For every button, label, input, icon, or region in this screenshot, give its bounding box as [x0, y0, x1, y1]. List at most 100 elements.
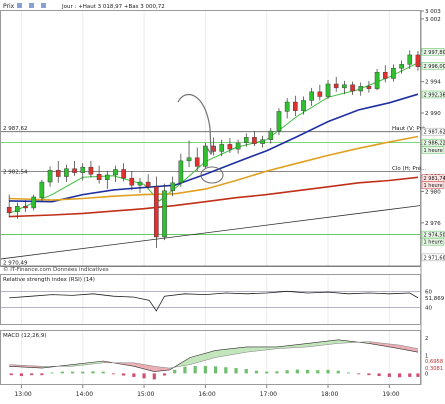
price-tag-label: 2 986,22: [424, 141, 445, 147]
candle-body: [179, 161, 183, 183]
price-tag: 1 heure: [422, 182, 444, 190]
price-tick-label: 3 003: [425, 9, 441, 15]
time-tick-label: 13:00: [14, 391, 31, 398]
candle-body: [367, 86, 371, 88]
macd-histogram-bar: [30, 373, 33, 375]
macd-histogram-bar: [255, 371, 258, 374]
candle-body: [252, 137, 256, 143]
low-level-label: 2 970,49: [3, 261, 28, 267]
candle-body: [130, 178, 134, 185]
price-tag-label: 2 971,60: [424, 255, 445, 261]
candle-body: [408, 55, 412, 64]
candle-body: [228, 144, 232, 149]
macd-histogram-bar: [316, 370, 319, 373]
price-tag-label: 2 996,00: [424, 64, 445, 70]
candle-body: [32, 197, 36, 208]
candle-body: [72, 169, 76, 173]
macd-histogram-bar: [245, 369, 248, 373]
macd-histogram-bar: [102, 372, 105, 374]
price-tag: 2 996,00: [422, 62, 445, 70]
price-tick-label: 3 002: [425, 17, 441, 23]
macd-histogram-bar: [122, 373, 125, 375]
price-tag: 2 971,60: [422, 254, 445, 262]
candle-body: [122, 169, 126, 178]
macd-histogram-bar: [408, 373, 411, 377]
macd-axis-label: 0,6958: [425, 359, 443, 365]
rsi-axis-label: 40: [425, 306, 432, 312]
macd-histogram-bar: [398, 373, 401, 377]
macd-histogram-bar: [142, 373, 145, 378]
watermark: © IT-Finance.com Données indicatives: [3, 266, 109, 273]
macd-histogram-bar: [91, 371, 94, 373]
candle-body: [15, 206, 19, 211]
macd-histogram-bar: [337, 371, 340, 374]
candle-body: [342, 85, 346, 88]
candle-body: [350, 85, 354, 91]
macd-histogram-bar: [163, 373, 166, 375]
candle-body: [81, 167, 85, 172]
high-level-label: 2 987,62: [3, 126, 28, 132]
macd-title: MACD (12,26,9): [3, 333, 47, 339]
candle-body: [97, 174, 101, 179]
price-tag: 2 986,22: [422, 139, 445, 147]
rsi-title: Relative strength index (RSI) (14): [3, 277, 95, 283]
macd-histogram-bar: [416, 373, 419, 377]
candle: [277, 108, 281, 135]
candle: [40, 180, 44, 201]
price-tag: 2 974,50: [422, 231, 445, 239]
price-tag-label: 2 997,80: [424, 50, 445, 56]
candle-body: [138, 182, 142, 185]
macd-histogram-bar: [286, 370, 289, 373]
macd-histogram-bar: [326, 370, 329, 374]
price-tag: 1 heure: [422, 146, 444, 154]
macd-histogram-bar: [81, 372, 84, 374]
macd-histogram-bar: [71, 372, 74, 374]
macd-histogram-bar: [61, 372, 64, 374]
indicator-icon[interactable]: [41, 3, 46, 8]
settings-icon[interactable]: [29, 3, 34, 8]
candle-body: [23, 206, 27, 208]
price-tag-label: 2 992,36: [424, 92, 445, 98]
price-tag: 2 992,36: [422, 91, 445, 99]
macd-histogram-bar: [10, 373, 13, 375]
candle-body: [375, 72, 379, 88]
time-tick-label: 16:00: [198, 391, 215, 398]
macd-histogram-bar: [173, 370, 176, 374]
macd-histogram-bar: [20, 373, 23, 376]
candle-body: [285, 102, 289, 111]
rsi-axis-label: 51,869: [425, 296, 445, 302]
macd-histogram-bar: [234, 368, 237, 373]
candle-body: [310, 92, 314, 101]
candle-body: [171, 183, 175, 191]
price-label: Prix: [3, 3, 15, 10]
day-summary: Jour : +Haut 3 018,97 +Bas 3 000,72: [61, 4, 165, 10]
time-tick-label: 15:00: [137, 391, 154, 398]
macd-axis-label: 0: [425, 371, 428, 377]
price-tag-label: 2 981,74: [424, 176, 445, 182]
candle-body: [105, 175, 109, 180]
candle-body: [195, 158, 199, 167]
macd-histogram-bar: [112, 373, 115, 374]
candle-body: [318, 92, 322, 97]
macd-histogram-bar: [388, 373, 391, 377]
candle-body: [56, 170, 60, 176]
candle-body: [359, 86, 363, 91]
chart-icon[interactable]: [17, 3, 22, 8]
price-tag-label: 1 heure: [424, 183, 443, 189]
candle-body: [89, 167, 93, 174]
candle-body: [269, 131, 273, 140]
price-tag-label: 2 974,50: [424, 233, 445, 239]
macd-histogram-bar: [204, 366, 207, 373]
macd-histogram-bar: [347, 373, 350, 374]
macd-histogram-bar: [183, 367, 186, 374]
close-level-label: 2 982,54: [3, 170, 28, 176]
price-tag: 1 heure: [422, 238, 444, 246]
candle-body: [293, 102, 297, 111]
candle-body: [244, 137, 248, 142]
candle-body: [383, 72, 387, 78]
macd-histogram-bar: [50, 373, 53, 374]
macd-histogram-bar: [306, 370, 309, 374]
price-tick-label: 2 990: [425, 111, 441, 117]
